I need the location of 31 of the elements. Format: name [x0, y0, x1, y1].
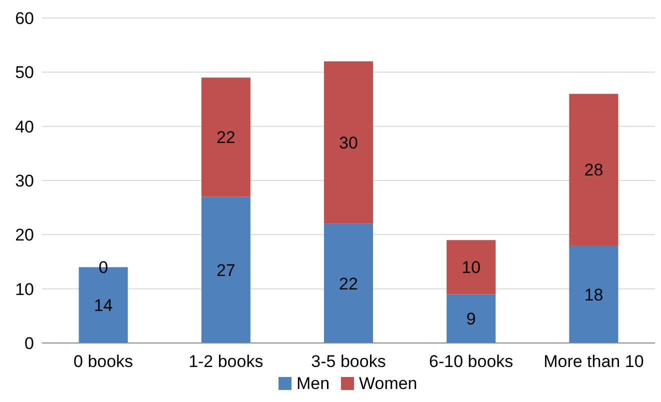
- data-label: 27: [216, 260, 236, 280]
- y-tick-label: 30: [15, 172, 34, 190]
- data-label: 22: [339, 274, 358, 294]
- x-tick-label: 0 books: [74, 352, 134, 371]
- bar: [324, 61, 374, 224]
- y-tick-label: 0: [24, 334, 34, 353]
- y-tick-label: 60: [15, 9, 34, 28]
- bar: [446, 294, 496, 343]
- data-label: 18: [584, 285, 604, 304]
- data-label: 28: [584, 160, 604, 180]
- y-tick-label: 50: [15, 63, 34, 82]
- data-label: 10: [462, 258, 481, 278]
- y-tick-label: 10: [15, 280, 34, 299]
- bar: [446, 240, 496, 294]
- data-label: 30: [339, 134, 358, 153]
- bar: [324, 224, 374, 343]
- bar: [569, 246, 618, 343]
- y-tick-label: 40: [15, 117, 34, 136]
- x-tick-label: 1-2 books: [188, 352, 264, 371]
- x-tick-label: 3-5 books: [311, 352, 386, 371]
- data-label: 9: [466, 310, 476, 329]
- bar: [569, 94, 618, 246]
- bar: [201, 196, 250, 343]
- x-tick-label: 6-10 books: [429, 352, 514, 371]
- data-label: 14: [94, 296, 113, 316]
- x-tick-label: More than 10: [544, 352, 644, 371]
- legend-label: Women: [359, 374, 418, 393]
- data-label: 22: [216, 128, 236, 148]
- y-tick-label: 20: [15, 226, 34, 245]
- bar: [201, 78, 250, 197]
- legend-label: Men: [296, 374, 330, 393]
